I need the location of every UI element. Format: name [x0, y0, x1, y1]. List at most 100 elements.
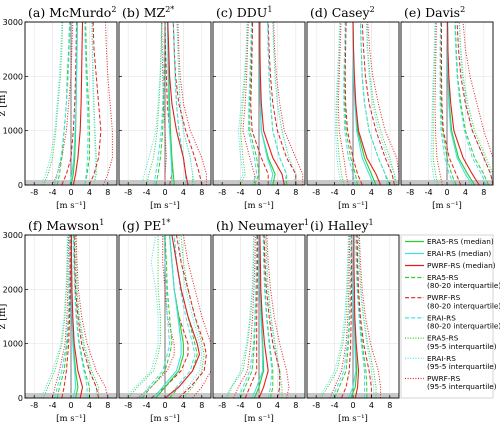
series-line: [125, 234, 159, 399]
series-line: [155, 21, 166, 186]
x-tick-label: 0: [68, 401, 73, 410]
series-line: [137, 235, 175, 399]
legend-label: ERA5-RS (median): [427, 237, 494, 246]
series-line: [262, 234, 273, 399]
panel-title-sup: 1: [267, 5, 272, 14]
series-line: [139, 234, 171, 399]
legend-label: (95-5 interquartile): [427, 342, 497, 351]
series-line: [263, 234, 281, 399]
series-line: [355, 234, 365, 398]
series-line: [72, 234, 88, 398]
x-tick-label: 0: [256, 188, 261, 197]
series-line: [176, 21, 196, 186]
panel-1: -8 -4 0 4 8 [m s⁻¹] (b) MZ2*: [118, 5, 212, 211]
x-tick-label: 8: [105, 401, 110, 410]
x-tick-label: 8: [387, 188, 392, 197]
series-line: [224, 234, 254, 399]
panel-title: (e) Davis2: [404, 5, 465, 20]
series-line: [247, 21, 258, 186]
panel-title-sup: 1: [99, 218, 104, 227]
x-tick-label: -4: [331, 401, 339, 410]
series-line: [237, 21, 248, 186]
panel-title-sup: 1*: [161, 218, 170, 227]
panel-title: (i) Halley1: [310, 218, 374, 233]
x-tick-label: -4: [143, 188, 151, 197]
series-line: [272, 21, 297, 186]
x-tick-label: 0: [68, 188, 73, 197]
panel-title-sup: 2: [111, 5, 116, 14]
x-tick-label: -4: [331, 188, 339, 197]
series-line: [61, 235, 71, 399]
legend-label: PWRF-RS (median): [427, 261, 496, 270]
series-line: [331, 234, 352, 399]
y-tick-label: 1000: [3, 340, 23, 349]
series-line: [88, 21, 102, 186]
series-line: [42, 234, 69, 399]
x-tick-label: -8: [30, 188, 38, 197]
series-line: [172, 21, 203, 186]
series-line: [244, 235, 259, 399]
legend-label: (80-20 interquartile): [427, 281, 500, 290]
series-line: [334, 21, 342, 186]
y-axis-label: z [m]: [0, 304, 8, 330]
legend-label: (80-20 interquartile): [427, 322, 500, 331]
x-tick-label: 8: [293, 401, 298, 410]
series-line: [70, 235, 84, 399]
panel-8: -8 -4 0 4 8 [m s⁻¹] (i) Halley1: [306, 218, 400, 424]
legend-frame: [400, 234, 494, 399]
series-line: [40, 21, 63, 186]
series-line: [61, 21, 77, 186]
series-line: [258, 234, 269, 399]
series-line: [237, 234, 258, 399]
y-tick-label: 0: [18, 394, 23, 403]
legend: ERA5-RS (median) ERAI-RS (median) PWRF-RS …: [400, 234, 500, 399]
panel-0: -8 -4 0 4 8 [m s⁻¹] 0 1000 2000 3000 z [m] (a) McMu…: [0, 5, 118, 211]
x-tick-label: 4: [275, 188, 280, 197]
series-line: [177, 21, 207, 185]
series-line: [359, 21, 388, 186]
series-line: [341, 235, 353, 399]
series-line: [226, 234, 255, 399]
x-tick-label: 0: [162, 188, 167, 197]
series-line: [54, 235, 71, 399]
panel-title-sup: 2: [370, 5, 375, 14]
x-tick-label: -8: [30, 401, 38, 410]
series-line: [84, 21, 89, 186]
series-line: [240, 21, 248, 186]
panel-title: (a) McMurdo2: [28, 5, 116, 20]
x-tick-label: -8: [406, 188, 414, 197]
series-line: [352, 21, 382, 186]
series-line: [441, 22, 462, 186]
legend-label: (95-5 interquartile): [427, 382, 497, 391]
x-tick-label: 8: [481, 188, 486, 197]
series-line: [365, 21, 395, 185]
x-tick-label: 0: [444, 188, 449, 197]
series-line: [176, 234, 207, 399]
panel-6: -8 -4 0 4 8 [m s⁻¹] (g) PE1*: [118, 218, 212, 424]
x-tick-label: -4: [237, 188, 245, 197]
series-line: [361, 21, 395, 186]
x-tick-label: 0: [350, 401, 355, 410]
panel-3: -8 -4 0 4 8 [m s⁻¹] (d) Casey2: [306, 5, 400, 211]
series-line: [164, 234, 201, 399]
series-line: [180, 234, 205, 399]
series-line: [353, 235, 360, 399]
panel-title: (c) DDU1: [216, 5, 272, 20]
x-tick-label: 8: [199, 401, 204, 410]
series-line: [336, 21, 345, 186]
series-line: [458, 21, 494, 185]
series-line: [329, 234, 351, 399]
x-tick-label: 4: [463, 188, 468, 197]
series-line: [73, 234, 100, 399]
x-tick-label: -8: [312, 188, 320, 197]
series-line: [127, 235, 161, 399]
x-tick-label: -4: [237, 401, 245, 410]
panel-title: (g) PE1*: [122, 218, 170, 233]
series-line: [42, 21, 64, 186]
panel-title: (b) MZ2*: [122, 5, 174, 20]
legend-label: PWRF-RS: [427, 293, 461, 302]
panel-title-sup: 1: [304, 218, 309, 227]
series-line: [432, 21, 439, 186]
series-line: [318, 234, 349, 399]
